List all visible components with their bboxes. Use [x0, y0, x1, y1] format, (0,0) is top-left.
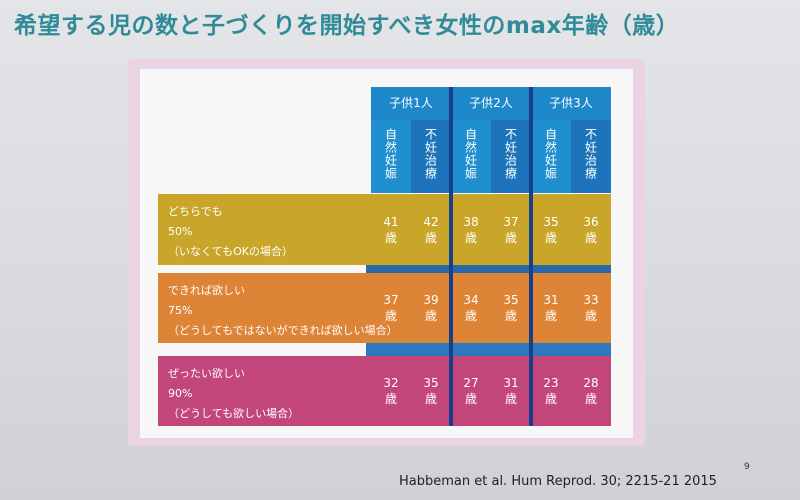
- value-cell: 42 歳: [423, 214, 439, 245]
- column-group-header: 子供2人: [451, 87, 531, 120]
- table-row: どちらでも 50% （いなくてもOKの場合） 41 歳 42 歳 38 歳 37 歳 3…: [158, 194, 611, 265]
- value-cell: 33 歳: [583, 293, 599, 323]
- column-group-header: 子供3人: [531, 87, 611, 120]
- row-label: どちらでも 50% （いなくてもOKの場合）: [168, 205, 293, 258]
- value-cell: 41 歳: [383, 214, 399, 245]
- value-cell: 37 歳: [383, 293, 399, 323]
- row-separator: [366, 265, 611, 273]
- column-group-2: 子供2人 自然妊娠 不妊治療: [451, 87, 531, 193]
- column-separator: [529, 87, 533, 426]
- column-header-treatment: 不妊治療: [491, 120, 531, 193]
- value-cell: 35 歳: [543, 214, 559, 245]
- value-cell: 32 歳: [383, 376, 399, 406]
- value-cell: 38 歳: [463, 214, 479, 245]
- column-group-header: 子供1人: [371, 87, 451, 120]
- row-label: できれば欲しい 75% （どうしてもではないができれば欲しい場合）: [168, 284, 398, 337]
- column-header-natural: 自然妊娠: [451, 120, 491, 193]
- page-number: 9: [744, 462, 750, 472]
- value-cell: 35 歳: [423, 376, 439, 406]
- column-header-treatment: 不妊治療: [411, 120, 451, 193]
- value-cell: 31 歳: [543, 293, 559, 323]
- row-label: ぜったい欲しい 90% （どうしても欲しい場合）: [168, 367, 300, 420]
- value-cell: 28 歳: [583, 376, 599, 406]
- column-group-1: 子供1人 自然妊娠 不妊治療: [371, 87, 451, 193]
- value-cell: 34 歳: [463, 293, 479, 323]
- row-separator: [366, 343, 611, 356]
- column-separator: [449, 87, 453, 426]
- value-cell: 36 歳: [583, 214, 599, 245]
- column-header-treatment: 不妊治療: [571, 120, 611, 193]
- table-row: できれば欲しい 75% （どうしてもではないができれば欲しい場合） 37 歳 39…: [158, 273, 611, 343]
- value-cell: 27 歳: [463, 376, 479, 406]
- column-header-natural: 自然妊娠: [531, 120, 571, 193]
- value-cell: 31 歳: [503, 376, 519, 406]
- value-cell: 23 歳: [543, 376, 559, 406]
- column-group-3: 子供3人 自然妊娠 不妊治療: [531, 87, 611, 193]
- value-cell: 35 歳: [503, 293, 519, 323]
- table-row: ぜったい欲しい 90% （どうしても欲しい場合） 32 歳 35 歳 27 歳 31 歳…: [158, 356, 611, 426]
- value-cell: 39 歳: [423, 293, 439, 323]
- value-cell: 37 歳: [503, 214, 519, 245]
- slide-title: 希望する児の数と子づくりを開始すべき女性のmax年齢（歳）: [14, 13, 680, 39]
- column-header-natural: 自然妊娠: [371, 120, 411, 193]
- citation: Habbeman et al. Hum Reprod. 30; 2215-21 …: [399, 474, 717, 489]
